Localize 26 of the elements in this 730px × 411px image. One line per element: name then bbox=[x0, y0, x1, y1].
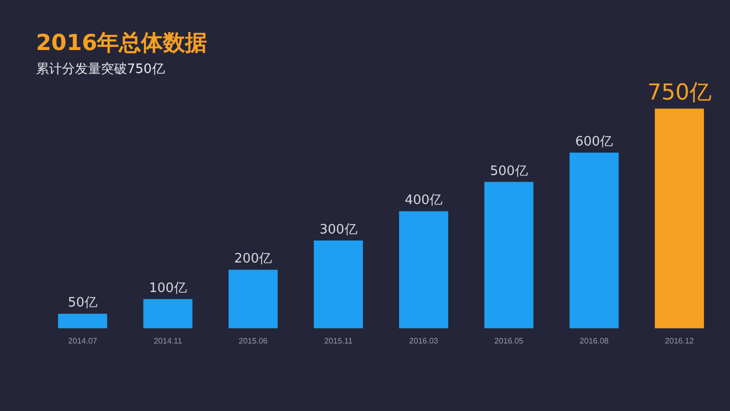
x-tick-label: 2016.12 bbox=[664, 336, 694, 346]
data-label: 300亿 bbox=[319, 222, 358, 238]
data-label: 750亿 bbox=[647, 80, 712, 106]
data-label: 200亿 bbox=[234, 252, 272, 267]
x-tick-label: 2015.06 bbox=[238, 336, 268, 346]
x-tick-label: 2014.11 bbox=[154, 336, 183, 346]
x-tick-label: 2014.07 bbox=[68, 336, 98, 346]
bar bbox=[314, 240, 363, 328]
bar bbox=[58, 314, 108, 328]
bar bbox=[143, 299, 192, 328]
bar bbox=[570, 152, 619, 328]
bar bbox=[654, 108, 704, 328]
chart-title: 2016年总体数据 bbox=[36, 30, 208, 58]
chart-subtitle: 累计分发量突破750亿 bbox=[36, 61, 165, 78]
x-tick-label: 2015.11 bbox=[324, 336, 354, 346]
bar bbox=[484, 182, 534, 328]
bar bbox=[228, 270, 278, 328]
bar bbox=[399, 211, 448, 328]
x-tick-label: 2016.05 bbox=[494, 336, 524, 346]
data-label: 600亿 bbox=[575, 134, 614, 150]
x-tick-label: 2016.08 bbox=[580, 336, 610, 346]
data-label: 500亿 bbox=[490, 164, 528, 179]
data-label: 100亿 bbox=[148, 280, 187, 296]
x-tick-label: 2016.03 bbox=[409, 336, 439, 346]
data-label: 50亿 bbox=[68, 296, 98, 311]
data-label: 400亿 bbox=[404, 193, 443, 208]
